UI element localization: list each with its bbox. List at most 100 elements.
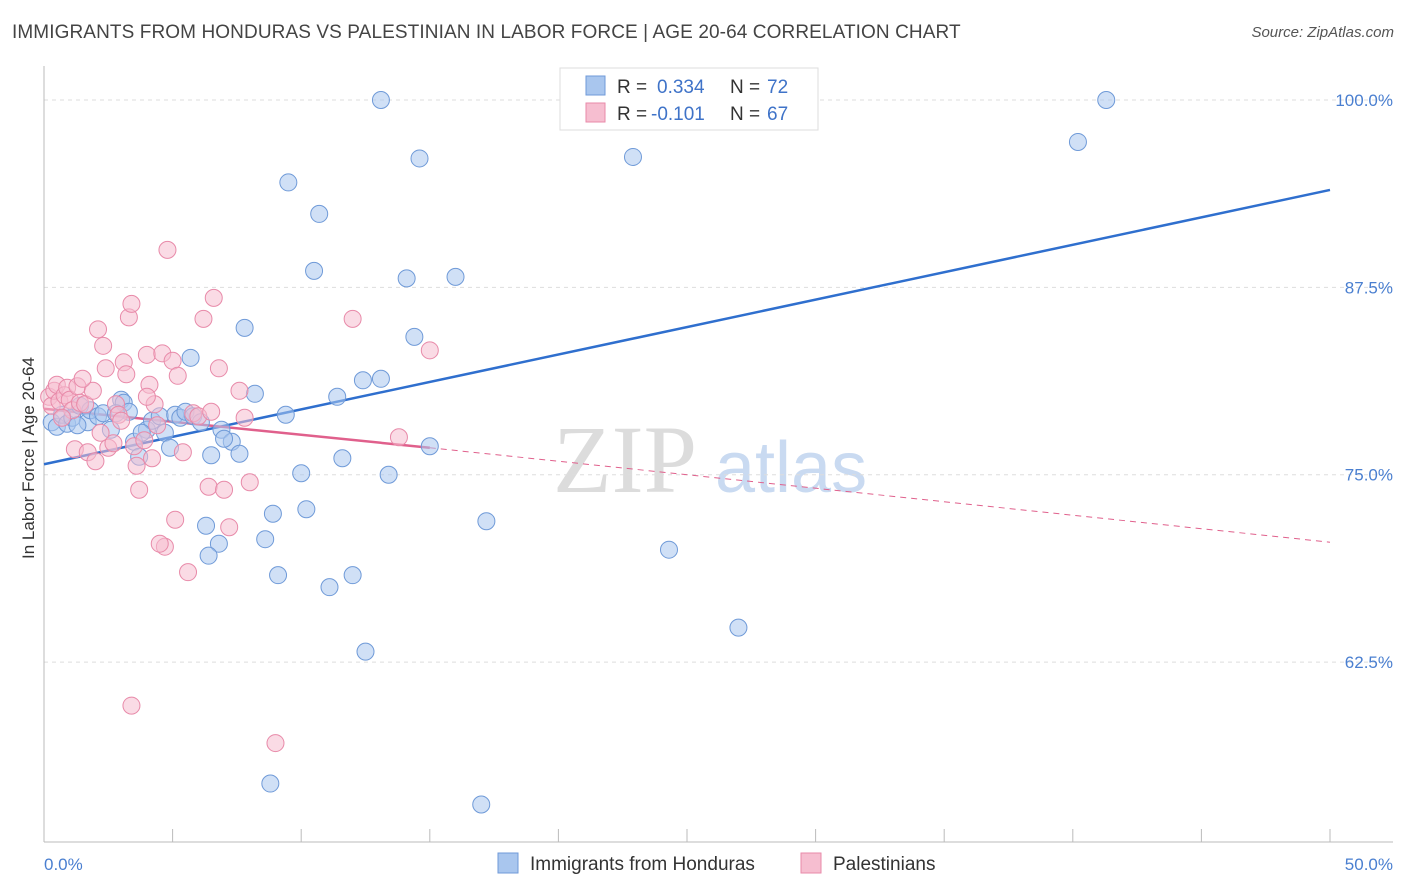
y-tick-label: 75.0%	[1345, 466, 1393, 485]
palestinian-point	[137, 387, 156, 406]
honduras-point	[297, 500, 316, 519]
palestinian-point	[89, 320, 108, 339]
palestinian-point	[94, 336, 113, 355]
bottom-legend-label-pink: Palestinians	[833, 854, 935, 875]
palestinian-point	[204, 288, 223, 307]
legend-r-label-blue: R =	[617, 77, 647, 98]
palestinian-point	[127, 456, 146, 475]
legend-swatch-blue	[585, 75, 606, 96]
honduras-point	[356, 642, 375, 661]
chart-title: IMMIGRANTS FROM HONDURAS VS PALESTINIAN …	[12, 22, 961, 43]
palestinian-point	[343, 309, 362, 328]
palestinian-point	[91, 423, 110, 442]
palestinian-point	[166, 510, 185, 529]
honduras-point	[379, 465, 398, 484]
honduras-point	[197, 516, 216, 535]
palestinian-point	[420, 341, 439, 360]
y-tick-label: 62.5%	[1345, 653, 1393, 672]
palestinian-point	[194, 309, 213, 328]
honduras-point	[261, 774, 280, 793]
honduras-point	[343, 566, 362, 585]
honduras-point	[333, 449, 352, 468]
y-tick-label: 100.0%	[1335, 91, 1393, 110]
stats-legend: R = 0.334 N = 72 R = -0.101 N = 67	[559, 67, 819, 131]
honduras-point	[310, 204, 329, 223]
bottom-legend-label-blue: Immigrants from Honduras	[530, 854, 755, 875]
y-axis-label: In Labor Force | Age 20-64	[19, 357, 38, 559]
honduras-point	[477, 512, 496, 531]
palestinian-point	[86, 452, 105, 471]
legend-n-label-pink: N =	[730, 104, 760, 125]
palestinian-point	[73, 369, 92, 388]
honduras-point	[292, 464, 311, 483]
palestinian-point	[112, 411, 131, 430]
palestinian-point	[104, 434, 123, 453]
palestinian-point	[53, 408, 72, 427]
palestinian-point	[202, 402, 221, 421]
palestinian-point	[148, 416, 167, 435]
palestinian-point	[389, 428, 408, 447]
honduras-point	[420, 437, 439, 456]
legend-r-value-pink: -0.101	[651, 104, 705, 125]
honduras-point	[472, 795, 491, 814]
honduras-point	[235, 318, 254, 337]
x-tick-label: 50.0%	[1345, 855, 1393, 874]
x-tick-label: 0.0%	[44, 855, 83, 874]
honduras-point	[623, 147, 642, 166]
palestinian-point	[220, 518, 239, 537]
palestinian-point	[83, 381, 102, 400]
palestinian-point	[240, 473, 259, 492]
honduras-point	[202, 446, 221, 465]
honduras-point	[181, 348, 200, 367]
palestinian-point	[179, 563, 198, 582]
honduras-point	[263, 504, 282, 523]
honduras-point	[729, 618, 748, 637]
legend-n-label-blue: N =	[730, 77, 760, 98]
watermark-atlas: atlas	[715, 428, 867, 508]
palestinian-point	[199, 477, 218, 496]
legend-r-value-blue: 0.334	[657, 77, 705, 98]
axes	[43, 66, 1393, 843]
palestinian-point	[215, 480, 234, 499]
y-tick-labels: 100.0% 87.5% 75.0% 62.5%	[1335, 91, 1393, 672]
legend-r-label-pink: R =	[617, 104, 647, 125]
palestinian-point	[163, 351, 182, 370]
honduras-point	[230, 444, 249, 463]
palestinian-point	[158, 240, 177, 259]
palestinian-point	[117, 365, 136, 384]
honduras-point	[279, 173, 298, 192]
grid-lines	[44, 99, 1393, 663]
honduras-point	[209, 534, 228, 553]
honduras-point	[405, 327, 424, 346]
palestinian-point	[173, 443, 192, 462]
honduras-point	[371, 90, 390, 109]
palestinian-point	[235, 408, 254, 427]
honduras-point	[446, 267, 465, 286]
palestinian-point	[209, 359, 228, 378]
honduras-point	[1068, 132, 1087, 151]
honduras-point	[305, 261, 324, 280]
palestinian-point	[150, 534, 169, 553]
honduras-point	[328, 387, 347, 406]
bottom-legend-swatch-pink	[800, 852, 822, 874]
honduras-point	[276, 405, 295, 424]
palestinian-trend-line-extension	[429, 447, 1331, 543]
honduras-point	[68, 416, 87, 435]
y-tick-label: 87.5%	[1345, 278, 1393, 297]
data-points	[40, 90, 1116, 814]
palestinian-point	[137, 345, 156, 364]
palestinian-point	[266, 734, 285, 753]
honduras-point	[256, 530, 275, 549]
honduras-point	[320, 578, 339, 597]
honduras-point	[397, 269, 416, 288]
legend-n-value-blue: 72	[767, 77, 788, 98]
palestinian-point	[230, 381, 249, 400]
honduras-point	[199, 546, 218, 565]
palestinian-point	[130, 480, 149, 499]
palestinian-point	[122, 294, 141, 313]
honduras-point	[215, 429, 234, 448]
honduras-trend-line	[43, 188, 1331, 466]
palestinian-point	[168, 366, 187, 385]
watermark: ZIP atlas	[553, 406, 867, 513]
